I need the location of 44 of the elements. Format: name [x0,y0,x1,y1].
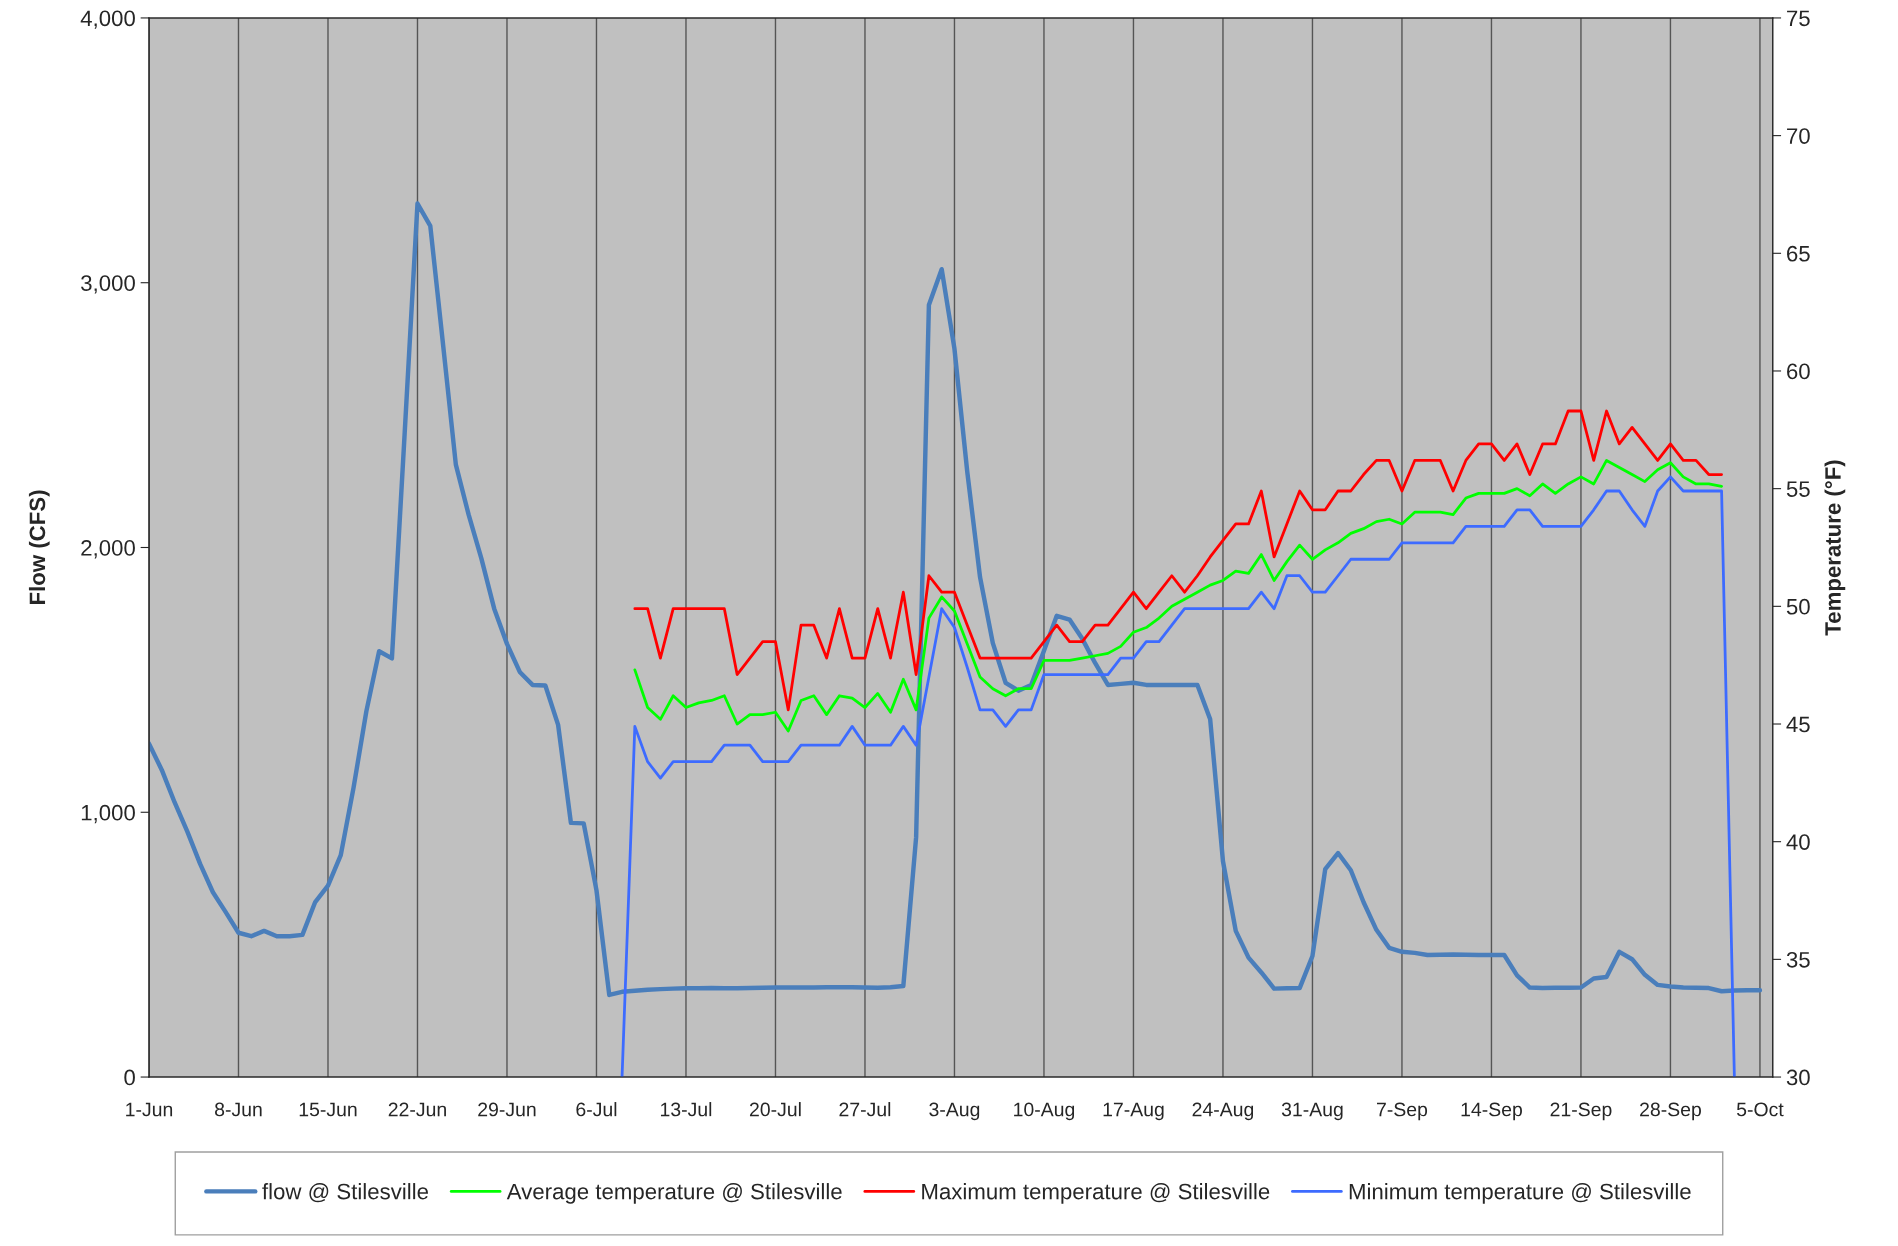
x-tick-label: 31-Aug [1281,1102,1343,1121]
x-tick-label: 22-Jun [388,1102,446,1117]
y2-tick-label: 70 [1787,128,1810,144]
x-tick-label: 17-Aug [1103,1102,1164,1121]
x-tick-label: 10-Aug [1014,1102,1075,1121]
line-series [633,409,1723,712]
y-tick-label: 0 [124,1069,135,1086]
x-tick-label: 21-Sep [1550,1102,1612,1121]
x-tick-label: 29-Jun [478,1102,536,1117]
y2-tick-label: 35 [1786,951,1810,968]
x-tick-label: 20-Jul [749,1102,801,1117]
x-tick-label: 14-Sep [1461,1102,1522,1121]
line-series [633,459,1723,733]
x-tick-label: 3-Aug [929,1102,980,1121]
y2-tick-label: 50 [1786,598,1810,615]
y2-tick-label: 65 [1787,245,1810,262]
y2-tick-label: 75 [1787,10,1810,27]
legend-label: flow @ Stilesville [262,1183,428,1203]
x-tick-label: 13-Jul [660,1102,712,1117]
y2-tick-label: 40 [1786,834,1810,850]
x-tick-label: 27-Jul [839,1102,891,1117]
x-tick-label: 28-Sep [1640,1102,1701,1121]
y2-tick-label: 30 [1786,1069,1810,1086]
legend-label: Maximum temperature @ Stilesville [922,1183,1270,1204]
legend-label: Average temperature @ Stilesville [506,1183,842,1204]
y2-tick-label: 60 [1787,363,1810,380]
x-tick-label: 24-Aug [1192,1102,1254,1121]
x-tick-label: 5-Oct [1736,1102,1784,1117]
x-tick-label: 7-Sep [1377,1102,1428,1121]
y-tick-label: 4,000 [80,10,135,29]
line-series [620,475,1736,1078]
y-tick-label: 1,000 [81,804,135,824]
y-tick-label: 2,000 [81,540,135,559]
y2-tick-label: 45 [1786,716,1810,733]
y-axis-title: Flow (CFS) [28,490,50,605]
x-tick-label: 15-Jun [299,1102,357,1117]
y-tick-label: 3,000 [81,275,135,294]
y2-tick-label: 55 [1786,481,1810,497]
y2-axis-title: Temperature (°F) [1824,460,1846,636]
x-tick-label: 8-Jun [215,1102,262,1117]
x-tick-label: 6-Jul [576,1102,617,1117]
line-series [148,201,1763,998]
x-tick-label: 1-Jun [126,1102,173,1117]
legend-label: Minimum temperature @ Stilesville [1349,1183,1691,1204]
